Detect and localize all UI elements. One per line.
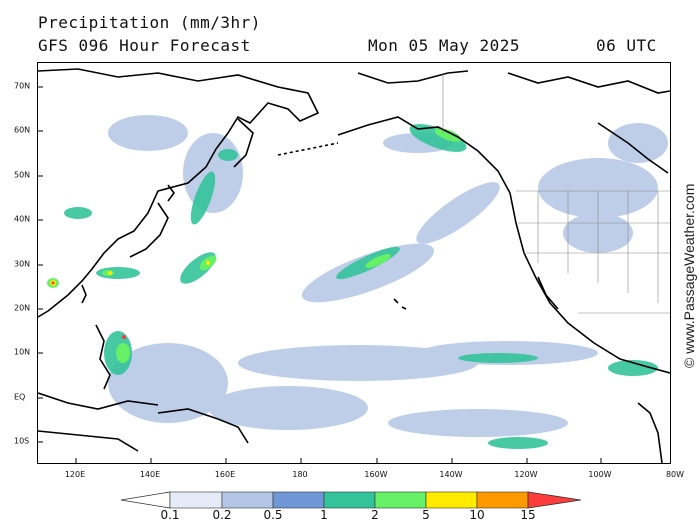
colorbar-bin	[323, 491, 376, 509]
colorbar-label: 0.2	[212, 508, 232, 522]
svg-text:© www.PassageWeather.com: © www.PassageWeather.com	[681, 184, 697, 368]
coastlines	[38, 68, 670, 463]
colorbar	[120, 491, 582, 509]
colorbar-arrow-right	[527, 491, 582, 509]
colorbar-bin	[169, 491, 223, 509]
colorbar-label: 15	[520, 508, 536, 522]
forecast-date: Mon 05 May 2025	[368, 36, 520, 55]
precipitation-map	[37, 62, 671, 464]
lon-label: 160W	[364, 470, 388, 479]
colorbar-bin	[374, 491, 427, 509]
lat-label: 10S	[14, 436, 30, 446]
lat-label: 20N	[14, 303, 31, 313]
map-canvas	[38, 68, 670, 463]
colorbar-bin	[425, 491, 478, 509]
lat-label: 40N	[14, 214, 31, 224]
lat-label: 10N	[14, 347, 31, 357]
colorbar-label: 2	[371, 508, 379, 522]
lon-label: 180	[292, 470, 308, 479]
precip-extreme	[51, 281, 126, 339]
lat-label: 30N	[14, 259, 31, 269]
colorbar-bin	[272, 491, 325, 509]
lon-label: 140W	[439, 470, 463, 479]
colorbar-arrow-left	[120, 491, 171, 509]
lat-label: 50N	[14, 170, 31, 180]
lon-label: 100W	[588, 470, 612, 479]
precip-light	[108, 115, 668, 437]
forecast-time: 06 UTC	[596, 36, 657, 55]
lat-label: 60N	[14, 125, 31, 135]
colorbar-label: 0.5	[263, 508, 283, 522]
forecast-label: GFS 096 Hour Forecast	[38, 36, 251, 55]
borders	[442, 73, 670, 314]
lat-ticks	[38, 86, 43, 443]
precip-heavy	[47, 128, 462, 363]
lon-ticks	[75, 458, 602, 463]
lon-label: 140E	[139, 470, 161, 479]
colorbar-label: 0.1	[160, 508, 180, 522]
lat-label: EQ	[14, 392, 26, 402]
watermark: © www.PassageWeather.com	[681, 184, 697, 368]
colorbar-label: 5	[422, 508, 430, 522]
lon-label: 80W	[665, 470, 685, 479]
colorbar-bin	[476, 491, 529, 509]
lat-label: 70N	[14, 81, 31, 91]
lon-label: 120W	[514, 470, 538, 479]
colorbar-label: 1	[320, 508, 328, 522]
colorbar-label: 10	[469, 508, 485, 522]
lon-label: 160E	[214, 470, 236, 479]
colorbar-bin	[221, 491, 274, 509]
map-title: Precipitation (mm/3hr)	[38, 13, 261, 32]
lon-label: 120E	[64, 470, 86, 479]
